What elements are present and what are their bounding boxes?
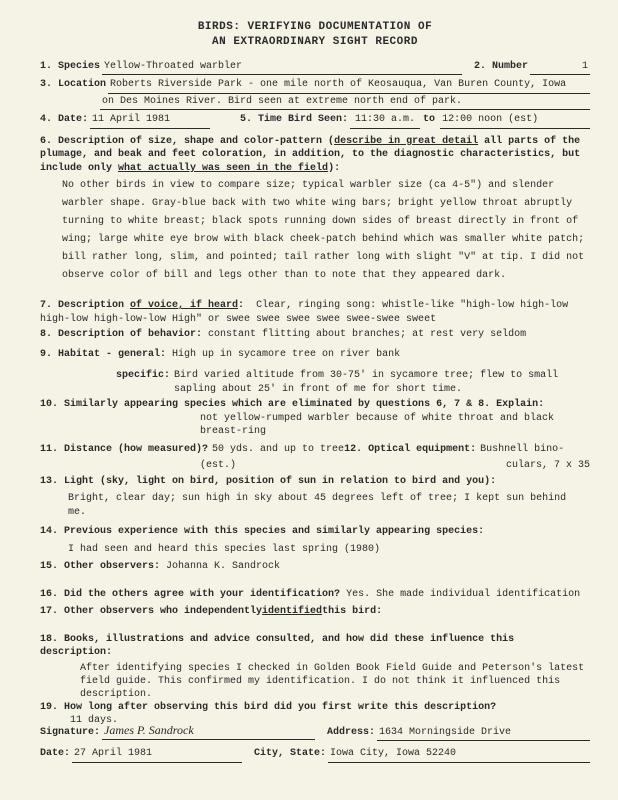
q9b-block: specific: Bird varied altitude from 30-7… (40, 369, 590, 396)
q6-block: 6. Description of size, shape and color-… (40, 135, 590, 286)
q7-under: of voice, if heard (130, 300, 238, 311)
q14-answer: I had seen and heard this species last s… (68, 543, 590, 557)
q18-answer: After identifying species I checked in G… (80, 662, 590, 701)
q12-answer: Bushnell bino- (480, 443, 564, 457)
q6-label-c: ): (328, 163, 340, 174)
q11-12-block: 11. Distance (how measured)? 50 yds. and… (40, 443, 590, 457)
q18-label: 18. Books, illustrations and advice cons… (40, 633, 590, 660)
q11-est: (est.) (200, 459, 236, 473)
location-value-1: Roberts Riverside Park - one mile north … (108, 78, 590, 94)
q6-under-1: describe in great detail (334, 136, 478, 147)
q9b-answer: Bird varied altitude from 30-75' in syca… (174, 369, 590, 396)
q9b-label: specific: (116, 369, 170, 396)
location-value-2: on Des Moines River. Bird seen at extrem… (100, 95, 590, 111)
date-label: 4. Date: (40, 113, 88, 127)
title-line-1: BIRDS: VERIFYING DOCUMENTATION OF (198, 21, 432, 33)
q7-label-a: 7. Description (40, 300, 130, 311)
footer-date-value: 27 April 1981 (72, 747, 242, 763)
date-value: 11 April 1981 (90, 113, 210, 129)
q10-block: 10. Similarly appearing species which ar… (40, 398, 590, 439)
q7-block: 7. Description of voice, if heard: Clear… (40, 299, 590, 326)
species-value: Yellow-Throated warbler (102, 60, 462, 76)
row-species-number: 1. Species Yellow-Throated warbler 2. Nu… (40, 60, 590, 76)
q9-answer: High up in sycamore tree on river bank (172, 348, 400, 362)
time-to: 12:00 noon (est) (440, 113, 590, 129)
q16-answer: Yes. She made individual identification (346, 588, 580, 602)
q19-label: 19. How long after observing this bird d… (40, 701, 590, 715)
signature-row: Signature: James P. Sandrock Address: 16… (40, 722, 590, 742)
q16-label: 16. Did the others agree with your ident… (40, 588, 340, 602)
q6-under-2: what actually was seen in the field (118, 163, 328, 174)
title-line-2: AN EXTRAORDINARY SIGHT RECORD (212, 36, 418, 48)
q7-colon: : (238, 300, 244, 311)
q14-block: 14. Previous experience with this specie… (40, 525, 590, 556)
q6-prompt: 6. Description of size, shape and color-… (40, 135, 590, 176)
q14-label: 14. Previous experience with this specie… (40, 525, 590, 539)
form-title: BIRDS: VERIFYING DOCUMENTATION OF AN EXT… (40, 20, 590, 50)
time-to-label: to (423, 113, 435, 127)
q8-answer: constant flitting about branches; at res… (208, 328, 526, 342)
q6-answer: No other birds in view to compare size; … (62, 177, 590, 285)
q17-under: identified (262, 605, 322, 619)
q8-label: 8. Description of behavior: (40, 328, 202, 342)
q15-answer: Johanna K. Sandrock (166, 560, 280, 574)
q13-block: 13. Light (sky, light on bird, position … (40, 475, 590, 520)
city-label: City, State: (254, 747, 326, 761)
species-label: 1. Species (40, 60, 100, 74)
row-location-2: on Des Moines River. Bird seen at extrem… (40, 95, 590, 111)
q13-answer: Bright, clear day; sun high in sky about… (68, 492, 590, 519)
time-label: 5. Time Bird Seen: (240, 113, 348, 127)
number-label: 2. Number (474, 60, 528, 74)
row-location-1: 3. Location Roberts Riverside Park - one… (40, 78, 590, 94)
address-value: 1634 Morningside Drive (377, 726, 590, 742)
q12-label: 12. Optical equipment: (344, 443, 476, 457)
row-date-time: 4. Date: 11 April 1981 5. Time Bird Seen… (40, 113, 590, 129)
q11-12-cont: (est.) culars, 7 x 35 (40, 459, 590, 473)
q11-answer: 50 yds. and up to tree (212, 443, 344, 457)
number-value: 1 (530, 60, 590, 76)
address-label: Address: (327, 726, 375, 740)
q10-label: 10. Similarly appearing species which ar… (40, 398, 590, 412)
q17-label-b: this bird: (322, 605, 382, 619)
q15-block: 15. Other observers: Johanna K. Sandrock (40, 560, 590, 574)
q9-block: 9. Habitat - general: High up in sycamor… (40, 348, 590, 362)
q9-label: 9. Habitat - general: (40, 348, 166, 362)
date-city-row: Date: 27 April 1981 City, State: Iowa Ci… (40, 747, 590, 763)
q17-block: 17. Other observers who independently id… (40, 605, 590, 619)
q13-label: 13. Light (sky, light on bird, position … (40, 475, 590, 489)
q10-answer: not yellow-rumped warbler because of whi… (200, 412, 590, 439)
signature-value: James P. Sandrock (102, 722, 315, 740)
q15-label: 15. Other observers: (40, 560, 160, 574)
location-label: 3. Location (40, 78, 106, 92)
q17-label-a: 17. Other observers who independently (40, 605, 262, 619)
time-from: 11:30 a.m. (350, 113, 420, 129)
q8-block: 8. Description of behavior: constant fli… (40, 328, 590, 342)
footer-date-label: Date: (40, 747, 70, 761)
city-value: Iowa City, Iowa 52240 (328, 747, 590, 763)
q16-block: 16. Did the others agree with your ident… (40, 588, 590, 602)
q11-label: 11. Distance (how measured)? (40, 443, 208, 457)
q18-block: 18. Books, illustrations and advice cons… (40, 633, 590, 701)
signature-label: Signature: (40, 726, 100, 740)
q12-answer-2: culars, 7 x 35 (506, 459, 590, 473)
q6-label-a: 6. Description of size, shape and color-… (40, 136, 334, 147)
